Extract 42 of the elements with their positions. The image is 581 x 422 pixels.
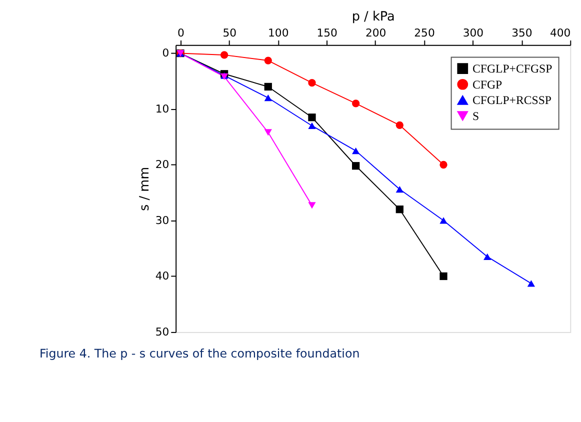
x-tick-label: 100: [268, 26, 289, 40]
point: [308, 202, 316, 209]
legend-label: CFGP: [472, 77, 503, 92]
point: [308, 122, 316, 130]
y-tick-label: 50: [155, 325, 170, 338]
caption: Figure 4. The p - s curves of the composite foundation: [39, 346, 360, 361]
point: [264, 56, 272, 64]
point: [440, 160, 448, 169]
point: [352, 162, 360, 170]
x-tick-label: 250: [414, 26, 435, 40]
point: [308, 114, 316, 122]
point: [220, 51, 228, 59]
point: [396, 206, 404, 214]
x-tick-label: 400: [550, 26, 571, 40]
y-axis-title: s / mm: [137, 166, 152, 211]
point: [308, 79, 316, 87]
legend-label: S: [472, 108, 480, 123]
point: [352, 148, 360, 154]
point: [484, 253, 492, 260]
point: [440, 272, 448, 280]
y-tick-label: 10: [155, 102, 170, 116]
point: [264, 82, 272, 91]
legend-label: CFGLP+RCSSP: [472, 93, 552, 108]
x-tick-label: 150: [316, 26, 338, 40]
point: [352, 100, 360, 108]
point: [264, 129, 272, 136]
y-tick-label: 0: [162, 46, 170, 60]
y-tick-label: 20: [155, 158, 170, 172]
x-tick-label: 50: [222, 26, 237, 40]
legend-label: CFGLP+CFGSP: [472, 62, 553, 76]
point: [527, 280, 535, 287]
x-tick-label: 350: [512, 26, 532, 40]
point: [264, 94, 272, 102]
point: [440, 217, 448, 224]
point: [396, 121, 404, 129]
y-tick-label: 30: [155, 214, 170, 227]
y-tick-label: 40: [155, 270, 170, 283]
x-axis-title: p / kPa: [352, 10, 395, 25]
x-tick-label: 200: [365, 26, 386, 40]
x-tick-label: 300: [462, 26, 484, 40]
point: [396, 186, 404, 193]
x-tick-label: 0: [177, 26, 184, 40]
